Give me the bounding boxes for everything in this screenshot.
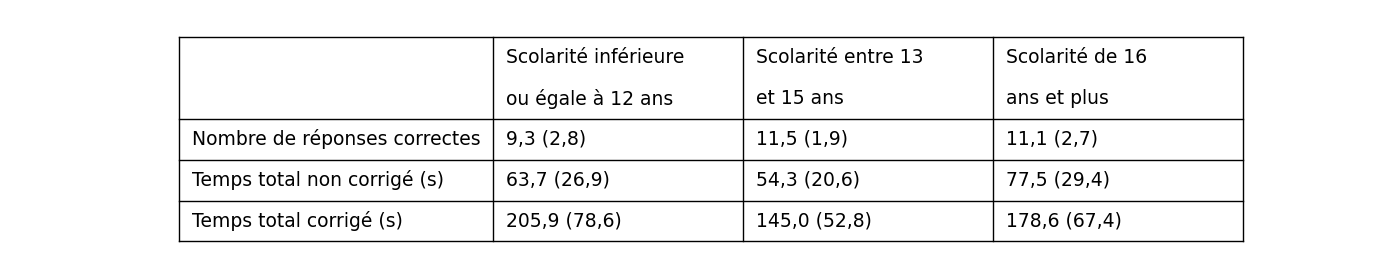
Text: 77,5 (29,4): 77,5 (29,4) <box>1006 171 1110 190</box>
Text: 178,6 (67,4): 178,6 (67,4) <box>1006 211 1122 230</box>
Text: Temps total non corrigé (s): Temps total non corrigé (s) <box>191 170 444 190</box>
Text: Scolarité de 16

ans et plus: Scolarité de 16 ans et plus <box>1006 48 1147 108</box>
Text: 54,3 (20,6): 54,3 (20,6) <box>756 171 860 190</box>
Text: Nombre de réponses correctes: Nombre de réponses correctes <box>191 129 480 149</box>
Text: 11,5 (1,9): 11,5 (1,9) <box>756 130 847 149</box>
Text: 63,7 (26,9): 63,7 (26,9) <box>506 171 609 190</box>
Text: 9,3 (2,8): 9,3 (2,8) <box>506 130 585 149</box>
Text: Scolarité entre 13

et 15 ans: Scolarité entre 13 et 15 ans <box>756 48 924 108</box>
Text: Temps total corrigé (s): Temps total corrigé (s) <box>191 211 402 231</box>
Text: 145,0 (52,8): 145,0 (52,8) <box>756 211 871 230</box>
Text: 205,9 (78,6): 205,9 (78,6) <box>506 211 621 230</box>
Text: 11,1 (2,7): 11,1 (2,7) <box>1006 130 1097 149</box>
Text: Scolarité inférieure

ou égale à 12 ans: Scolarité inférieure ou égale à 12 ans <box>506 48 684 109</box>
